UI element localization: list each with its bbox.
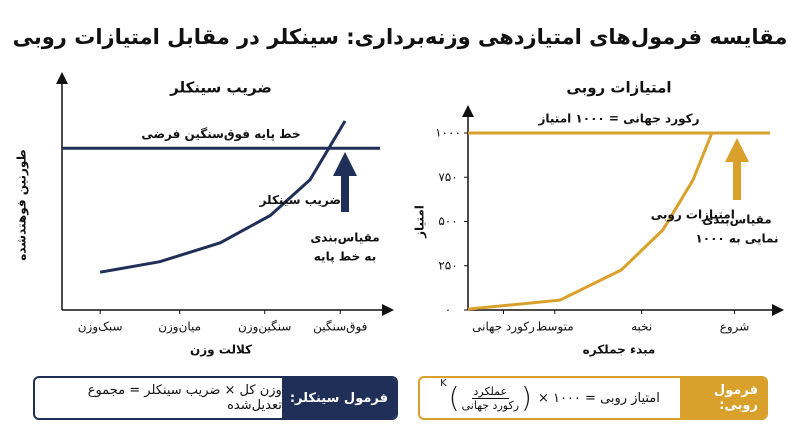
- paren: ): [521, 381, 532, 414]
- reference-label: رکورد جهانی = ۱۰۰۰ امتیاز: [537, 112, 699, 127]
- annotation-text: به خط پایه: [314, 250, 376, 264]
- formula-label: فرمول روبی:: [680, 378, 766, 418]
- series-label: ضریب سینکلر: [259, 193, 341, 207]
- x-tick-label: فوق‌سنگین: [313, 320, 367, 335]
- chart-title: امتیازات روبی: [566, 79, 671, 97]
- x-tick-label: متوسط: [536, 320, 574, 335]
- formula-label: فرمول سینکلر:: [281, 378, 396, 418]
- x-tick-label: رکورد جهانی: [472, 320, 535, 335]
- x-tick-label: نخبه: [631, 320, 652, 334]
- robi-formula: K ( عملکرد رکورد جهانی ) امتیاز روبی = ۱…: [418, 376, 768, 420]
- chart-title: ضریب سینکلر: [169, 79, 272, 97]
- formula: K ( عملکرد رکورد جهانی ) امتیاز روبی = ۱…: [420, 378, 680, 418]
- paren: (: [448, 381, 460, 414]
- y-tick-label: ۷۵۰: [438, 170, 457, 184]
- y-tick-label: ۱۰۰۰: [435, 126, 461, 140]
- x-tick-label: شروع: [720, 320, 750, 335]
- y-tick-label: ۰: [445, 303, 451, 317]
- series-line: [99, 120, 347, 274]
- exponent: K: [440, 378, 447, 389]
- y-axis-label: طورنین فوهتدشده: [15, 149, 30, 260]
- annotation-arrow: [333, 152, 357, 212]
- series-label: امتیازات روبی: [651, 207, 735, 222]
- annotation-text: نمایی به ۱۰۰۰: [695, 232, 778, 246]
- x-axis-label: کلالت وزن: [190, 343, 252, 358]
- numerator: عملکرد: [471, 384, 510, 399]
- formula-text: وزن کل × ضریب سینکلر = مجموع تعدیل‌شده: [87, 383, 282, 413]
- denominator: رکورد جهانی: [461, 398, 519, 412]
- annotation-text: مقیاس‌بندی: [310, 231, 379, 245]
- y-axis-label: امتیاز: [413, 205, 427, 239]
- sinclair-formula: وزن کل × ضریب سینکلر = مجموع تعدیل‌شده ف…: [33, 376, 398, 420]
- x-tick-label: سنگین‌وزن: [238, 320, 291, 335]
- fraction: عملکرد رکورد جهانی: [462, 385, 519, 412]
- annotation-arrow: [725, 138, 749, 200]
- reference-label: خط پایه فوق‌سنگین فرضی: [141, 127, 300, 142]
- formula-lhs: امتیاز روبی = ۱۰۰۰ ×: [537, 390, 660, 406]
- y-tick-label: ۵۰۰: [438, 214, 457, 228]
- annotation-text: مقیاس‌بندی: [702, 213, 771, 227]
- x-axis-label: مبدء جملکره: [583, 343, 656, 357]
- page-title: مقایسه فرمول‌های امتیازدهی وزنه‌برداری: …: [13, 25, 788, 49]
- chart-area: مقایسه فرمول‌های امتیازدهی وزنه‌برداری: …: [13, 25, 788, 358]
- y-tick-label: ۲۵۰: [438, 258, 457, 272]
- x-tick-label: میان‌وزن: [158, 320, 201, 335]
- x-tick-label: سبک‌وزن: [78, 320, 123, 335]
- series-line: [467, 132, 714, 311]
